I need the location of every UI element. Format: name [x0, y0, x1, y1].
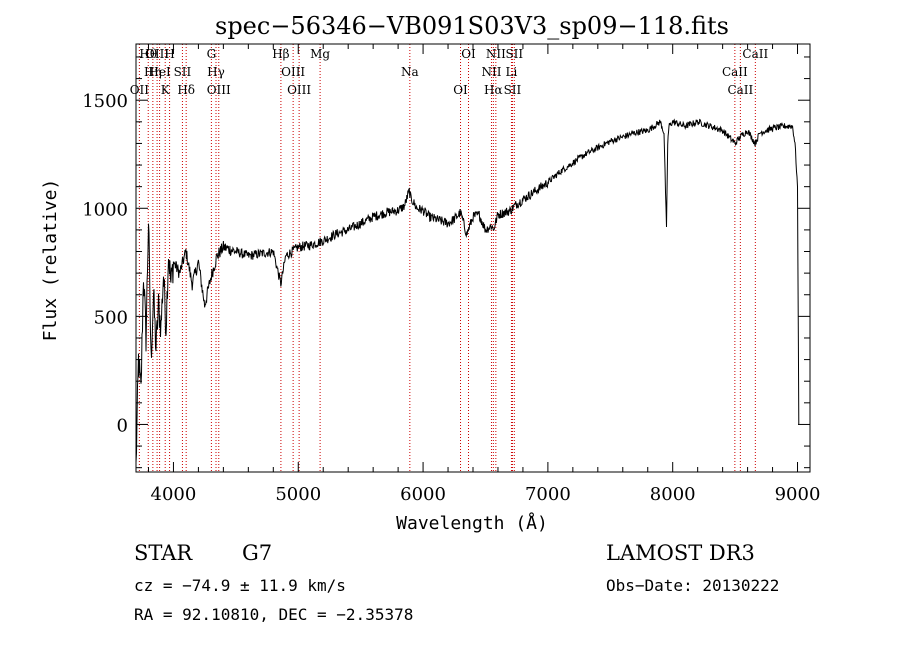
spectral-line-label: NII	[481, 65, 501, 79]
spectral-line-label: K	[161, 83, 171, 97]
spectral-line-label: Hβ	[272, 47, 289, 61]
spectral-line-label: SII	[174, 65, 192, 79]
y-tick-label: 1500	[82, 91, 128, 112]
spectral-line-label: Mg	[310, 47, 330, 61]
object-subclass: G7	[242, 541, 272, 565]
spectral-line-label: Hα	[484, 83, 503, 97]
spectral-line-label: CaII	[742, 47, 768, 61]
x-tick-label: 6000	[400, 484, 446, 505]
x-axis-label: Wavelength (Å)	[396, 512, 548, 534]
redshift-readout: cz = −74.9 ± 11.9 km/s	[134, 576, 346, 595]
spectral-line-label: OI	[453, 83, 468, 97]
flux-series-line	[135, 118, 800, 463]
spectral-line-label: OIII	[145, 47, 169, 61]
spectral-line-label: CaII	[727, 83, 753, 97]
observation-date: Obs−Date: 20130222	[606, 576, 779, 595]
spectral-line-labels: HθHηOIIOIIIHeIKHSIIHδGHγOIIIHβOIIIOIIIMg…	[130, 47, 769, 97]
y-axis-ticks: 0 500 1000 1500	[82, 56, 810, 469]
y-tick-label: 1000	[82, 199, 128, 220]
spectral-line-label: Li	[506, 65, 518, 79]
spectral-line-label: OIII	[207, 83, 231, 97]
survey-name: LAMOST DR3	[606, 541, 755, 565]
spectral-line-label: CaII	[722, 65, 748, 79]
spectral-line-label: Hδ	[177, 83, 195, 97]
x-tick-label: 4000	[151, 484, 197, 505]
spectral-line-label: HeI	[148, 65, 171, 79]
y-axis-label: Flux (relative)	[40, 179, 61, 342]
chart-title: spec−56346−VB091S03V3_sp09−118.fits	[215, 12, 729, 40]
x-axis-ticks: 4000 5000 6000 7000 8000 9000	[147, 44, 821, 505]
spectral-line-label: H	[164, 47, 174, 61]
spectral-line-label: OIII	[287, 83, 311, 97]
x-tick-label: 7000	[525, 484, 571, 505]
y-tick-label: 500	[94, 307, 128, 328]
spectral-line-label: Hγ	[207, 65, 225, 79]
spectral-line-label: SII	[505, 47, 523, 61]
object-class: STAR	[134, 541, 193, 565]
spectral-line-label: Na	[401, 65, 419, 79]
spectral-line-label: G	[207, 47, 217, 61]
x-tick-label: 9000	[775, 484, 821, 505]
spectral-line-label: OI	[461, 47, 476, 61]
x-tick-label: 8000	[650, 484, 696, 505]
spectral-line-label: SII	[504, 83, 522, 97]
spectral-line-label: OII	[130, 83, 150, 97]
y-tick-label: 0	[117, 415, 128, 436]
spectral-line-label: Hθ	[139, 47, 157, 61]
coordinates-readout: RA = 92.10810, DEC = −2.35378	[134, 605, 413, 624]
spectral-line-label: Hη	[144, 65, 162, 79]
spectral-line-label: OIII	[281, 65, 305, 79]
spectral-line-label: NII	[486, 47, 506, 61]
x-tick-label: 5000	[275, 484, 321, 505]
